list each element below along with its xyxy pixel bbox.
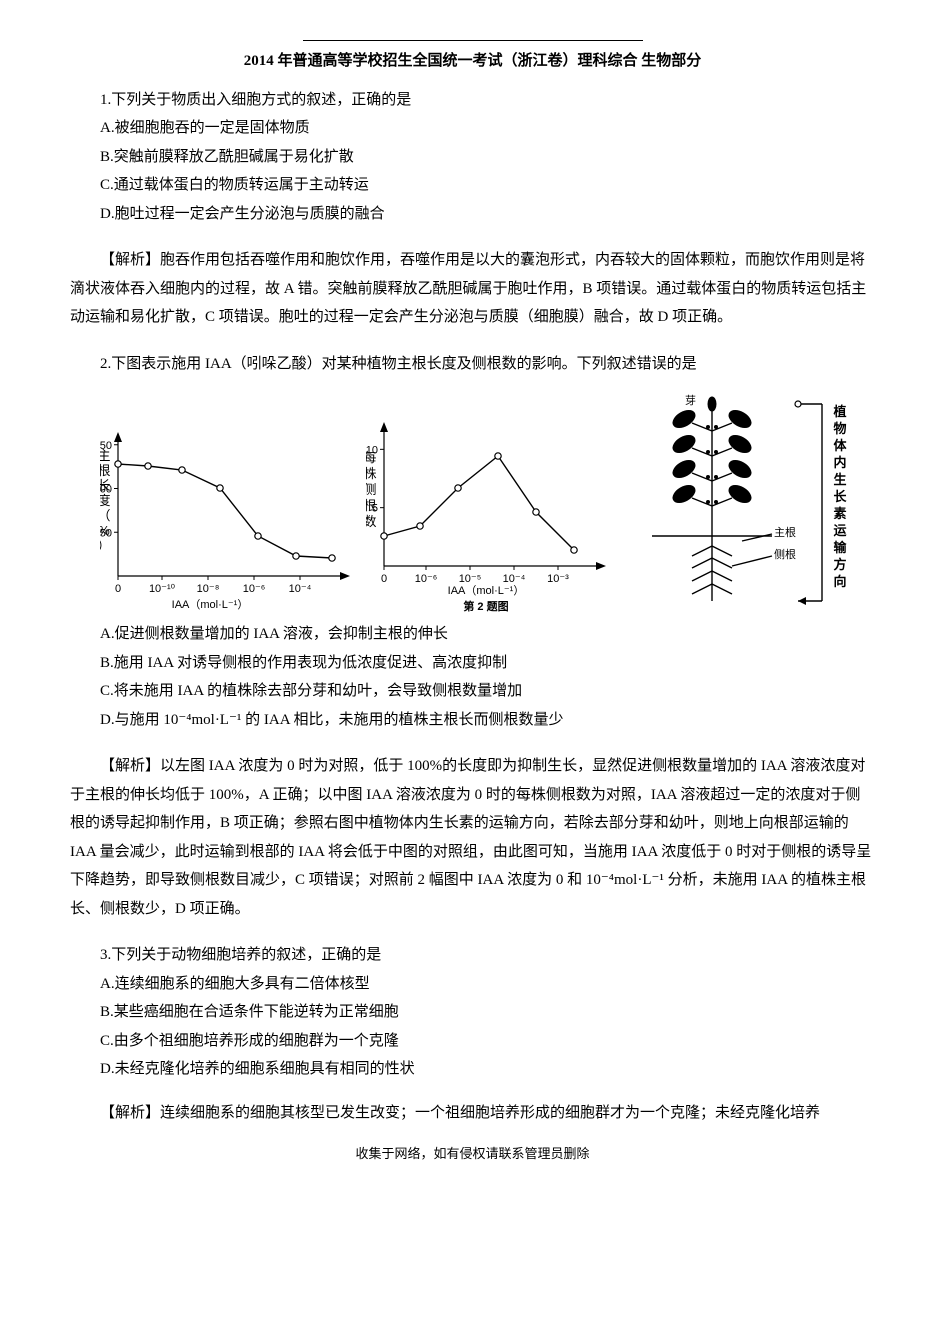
svg-text:IAA（mol·L⁻¹）: IAA（mol·L⁻¹） — [448, 584, 525, 597]
svg-text:度: 度 — [100, 493, 111, 508]
q3-opt-c: C.由多个祖细胞培养形成的细胞群为一个克隆 — [70, 1027, 875, 1056]
svg-text:10⁻⁴: 10⁻⁴ — [503, 573, 526, 585]
page-footer: 收集于网络，如有侵权请联系管理员删除 — [70, 1142, 875, 1167]
q3-analysis: 【解析】连续细胞系的细胞其核型已发生改变；一个祖细胞培养形成的细胞群才为一个克隆… — [70, 1099, 875, 1128]
svg-text:数: 数 — [366, 514, 377, 529]
svg-text:素: 素 — [833, 506, 846, 521]
q3-opt-d: D.未经克隆化培养的细胞系细胞具有相同的性状 — [70, 1055, 875, 1084]
svg-text:芽: 芽 — [685, 393, 696, 407]
svg-text:主: 主 — [100, 448, 111, 463]
svg-text:每: 每 — [366, 450, 377, 465]
svg-text:IAA（mol·L⁻¹）: IAA（mol·L⁻¹） — [172, 598, 249, 611]
svg-text:%: % — [100, 523, 110, 538]
svg-text:10⁻³: 10⁻³ — [547, 573, 569, 585]
svg-text:侧根: 侧根 — [774, 547, 796, 561]
q2-stem: 2.下图表示施用 IAA（吲哚乙酸）对某种植物主根长度及侧根数的影响。下列叙述错… — [70, 350, 875, 379]
q2-figure-row: 50100150 010⁻¹⁰10⁻⁸10⁻⁶10⁻⁴ 主根长度（%） IAA（… — [100, 386, 875, 616]
chart-lateral-root-count: 510 010⁻⁶10⁻⁵10⁻⁴10⁻³ 每株侧根数 IAA（mol·L⁻¹）… — [366, 416, 616, 616]
svg-text:10⁻⁴: 10⁻⁴ — [289, 583, 312, 595]
svg-text:第 2 题图: 第 2 题图 — [463, 599, 508, 613]
svg-text:体: 体 — [833, 438, 847, 453]
q2-opt-c: C.将未施用 IAA 的植株除去部分芽和幼叶，会导致侧根数量增加 — [70, 677, 875, 706]
svg-text:0: 0 — [381, 573, 387, 585]
svg-text:输: 输 — [833, 540, 847, 555]
plant-diagram: 芽 主根 侧根 植物体内生长素运输方向 — [622, 386, 872, 616]
svg-text:方: 方 — [833, 557, 846, 572]
q1-opt-d: D.胞吐过程一定会产生分泌泡与质膜的融合 — [70, 200, 875, 229]
svg-text:10⁻⁸: 10⁻⁸ — [197, 583, 220, 595]
svg-text:物: 物 — [833, 421, 846, 436]
q2-opt-d: D.与施用 10⁻⁴mol·L⁻¹ 的 IAA 相比，未施用的植株主根长而侧根数… — [70, 706, 875, 735]
svg-text:生: 生 — [833, 472, 846, 487]
svg-text:10⁻¹⁰: 10⁻¹⁰ — [149, 583, 176, 595]
svg-text:运: 运 — [833, 523, 846, 538]
q3-opt-a: A.连续细胞系的细胞大多具有二倍体核型 — [70, 970, 875, 999]
svg-text:10⁻⁶: 10⁻⁶ — [415, 573, 438, 585]
q1-opt-a: A.被细胞胞吞的一定是固体物质 — [70, 114, 875, 143]
q1-stem: 1.下列关于物质出入细胞方式的叙述，正确的是 — [70, 86, 875, 115]
svg-text:向: 向 — [833, 574, 846, 589]
q2-opt-a: A.促进侧根数量增加的 IAA 溶液，会抑制主根的伸长 — [70, 620, 875, 649]
q3-stem: 3.下列关于动物细胞培养的叙述，正确的是 — [70, 941, 875, 970]
svg-text:0: 0 — [115, 583, 121, 595]
svg-text:根: 根 — [100, 463, 111, 478]
q2-analysis: 【解析】以左图 IAA 浓度为 0 时为对照，低于 100%的长度即为抑制生长，… — [70, 752, 875, 923]
svg-text:内: 内 — [833, 455, 846, 470]
page-title: 2014 年普通高等学校招生全国统一考试（浙江卷）理科综合 生物部分 — [70, 47, 875, 76]
q3-opt-b: B.某些癌细胞在合适条件下能逆转为正常细胞 — [70, 998, 875, 1027]
svg-text:侧: 侧 — [366, 482, 377, 497]
header-rule — [303, 40, 643, 41]
svg-text:）: ） — [100, 538, 111, 553]
svg-text:长: 长 — [833, 489, 847, 504]
svg-text:根: 根 — [366, 498, 377, 513]
chart-main-root-length: 50100150 010⁻¹⁰10⁻⁸10⁻⁶10⁻⁴ 主根长度（%） IAA（… — [100, 426, 360, 616]
q1-opt-b: B.突触前膜释放乙酰胆碱属于易化扩散 — [70, 143, 875, 172]
svg-text:（: （ — [100, 508, 111, 523]
q2-opt-b: B.施用 IAA 对诱导侧根的作用表现为低浓度促进、高浓度抑制 — [70, 649, 875, 678]
q1-analysis: 【解析】胞吞作用包括吞噬作用和胞饮作用，吞噬作用是以大的囊泡形式，内吞较大的固体… — [70, 246, 875, 332]
svg-text:株: 株 — [366, 466, 377, 481]
svg-text:植: 植 — [832, 404, 846, 419]
svg-text:10⁻⁵: 10⁻⁵ — [459, 573, 482, 585]
svg-text:10⁻⁶: 10⁻⁶ — [243, 583, 266, 595]
svg-text:长: 长 — [100, 478, 111, 493]
svg-text:主根: 主根 — [774, 525, 796, 539]
q1-opt-c: C.通过载体蛋白的物质转运属于主动转运 — [70, 171, 875, 200]
